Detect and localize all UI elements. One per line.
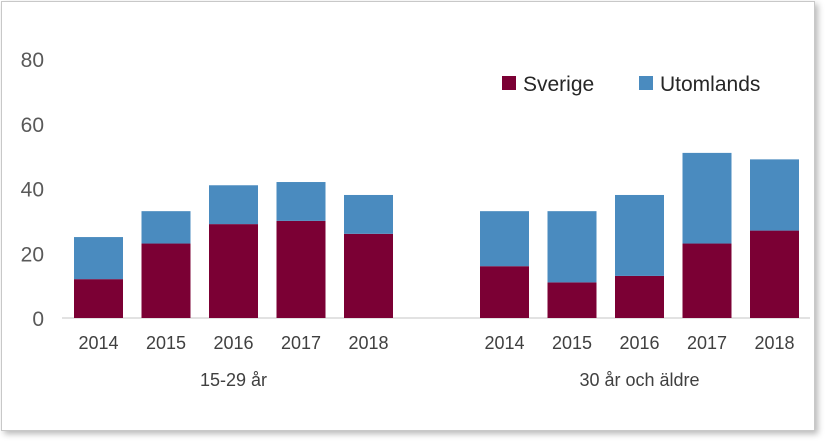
bar-sverige-2017 xyxy=(682,243,732,318)
bar-utomlands-2017 xyxy=(682,152,732,244)
bar-utomlands-2015 xyxy=(547,211,597,283)
x-tick-label: 2015 xyxy=(552,333,592,353)
x-axis-labels: 2014 2015 2016 2017 2018 15-29 år 2014 2015 2016… xyxy=(78,333,794,390)
y-tick-label: 80 xyxy=(21,49,44,72)
bars xyxy=(74,152,799,318)
x-tick-label: 2017 xyxy=(281,333,321,353)
bar-utomlands-2018 xyxy=(750,159,799,231)
legend-swatch-sverige xyxy=(502,76,516,90)
bar-sverige-2017 xyxy=(276,220,326,318)
y-tick-label: 60 xyxy=(21,114,44,137)
legend-label-utomlands: Utomlands xyxy=(660,73,760,96)
x-tick-label: 2016 xyxy=(619,333,659,353)
legend-swatch-utomlands xyxy=(639,76,653,90)
x-tick-label: 2015 xyxy=(146,333,186,353)
bar-utomlands-2016 xyxy=(615,194,664,276)
y-tick-label: 40 xyxy=(21,179,44,202)
bar-utomlands-2015 xyxy=(141,211,191,244)
bar-sverige-2018 xyxy=(344,233,393,318)
bar-sverige-2016 xyxy=(615,275,664,318)
legend-label-sverige: Sverige xyxy=(523,73,594,96)
bar-sverige-2015 xyxy=(547,282,597,318)
x-tick-label: 2017 xyxy=(687,333,727,353)
bar-utomlands-2016 xyxy=(209,185,258,225)
x-tick-label: 2018 xyxy=(348,333,388,353)
bar-sverige-2015 xyxy=(141,243,191,318)
y-tick-label: 20 xyxy=(21,243,44,266)
bar-sverige-2016 xyxy=(209,224,258,318)
y-axis: 0 20 40 60 80 xyxy=(21,49,44,331)
x-tick-label: 2018 xyxy=(754,333,794,353)
group-label: 15-29 år xyxy=(200,370,267,390)
x-tick-label: 2016 xyxy=(213,333,253,353)
bar-sverige-2014 xyxy=(480,266,529,318)
legend: Sverige Utomlands xyxy=(502,73,760,96)
bar-utomlands-2017 xyxy=(276,182,326,221)
x-tick-label: 2014 xyxy=(484,333,524,353)
chart-frame xyxy=(1,1,815,431)
bar-utomlands-2018 xyxy=(344,194,393,234)
group-label: 30 år och äldre xyxy=(579,370,699,390)
x-tick-label: 2014 xyxy=(78,333,118,353)
y-tick-label: 0 xyxy=(32,308,44,331)
bar-sverige-2018 xyxy=(750,230,799,318)
bar-sverige-2014 xyxy=(74,279,123,318)
bar-utomlands-2014 xyxy=(480,211,529,267)
bar-utomlands-2014 xyxy=(74,237,123,280)
